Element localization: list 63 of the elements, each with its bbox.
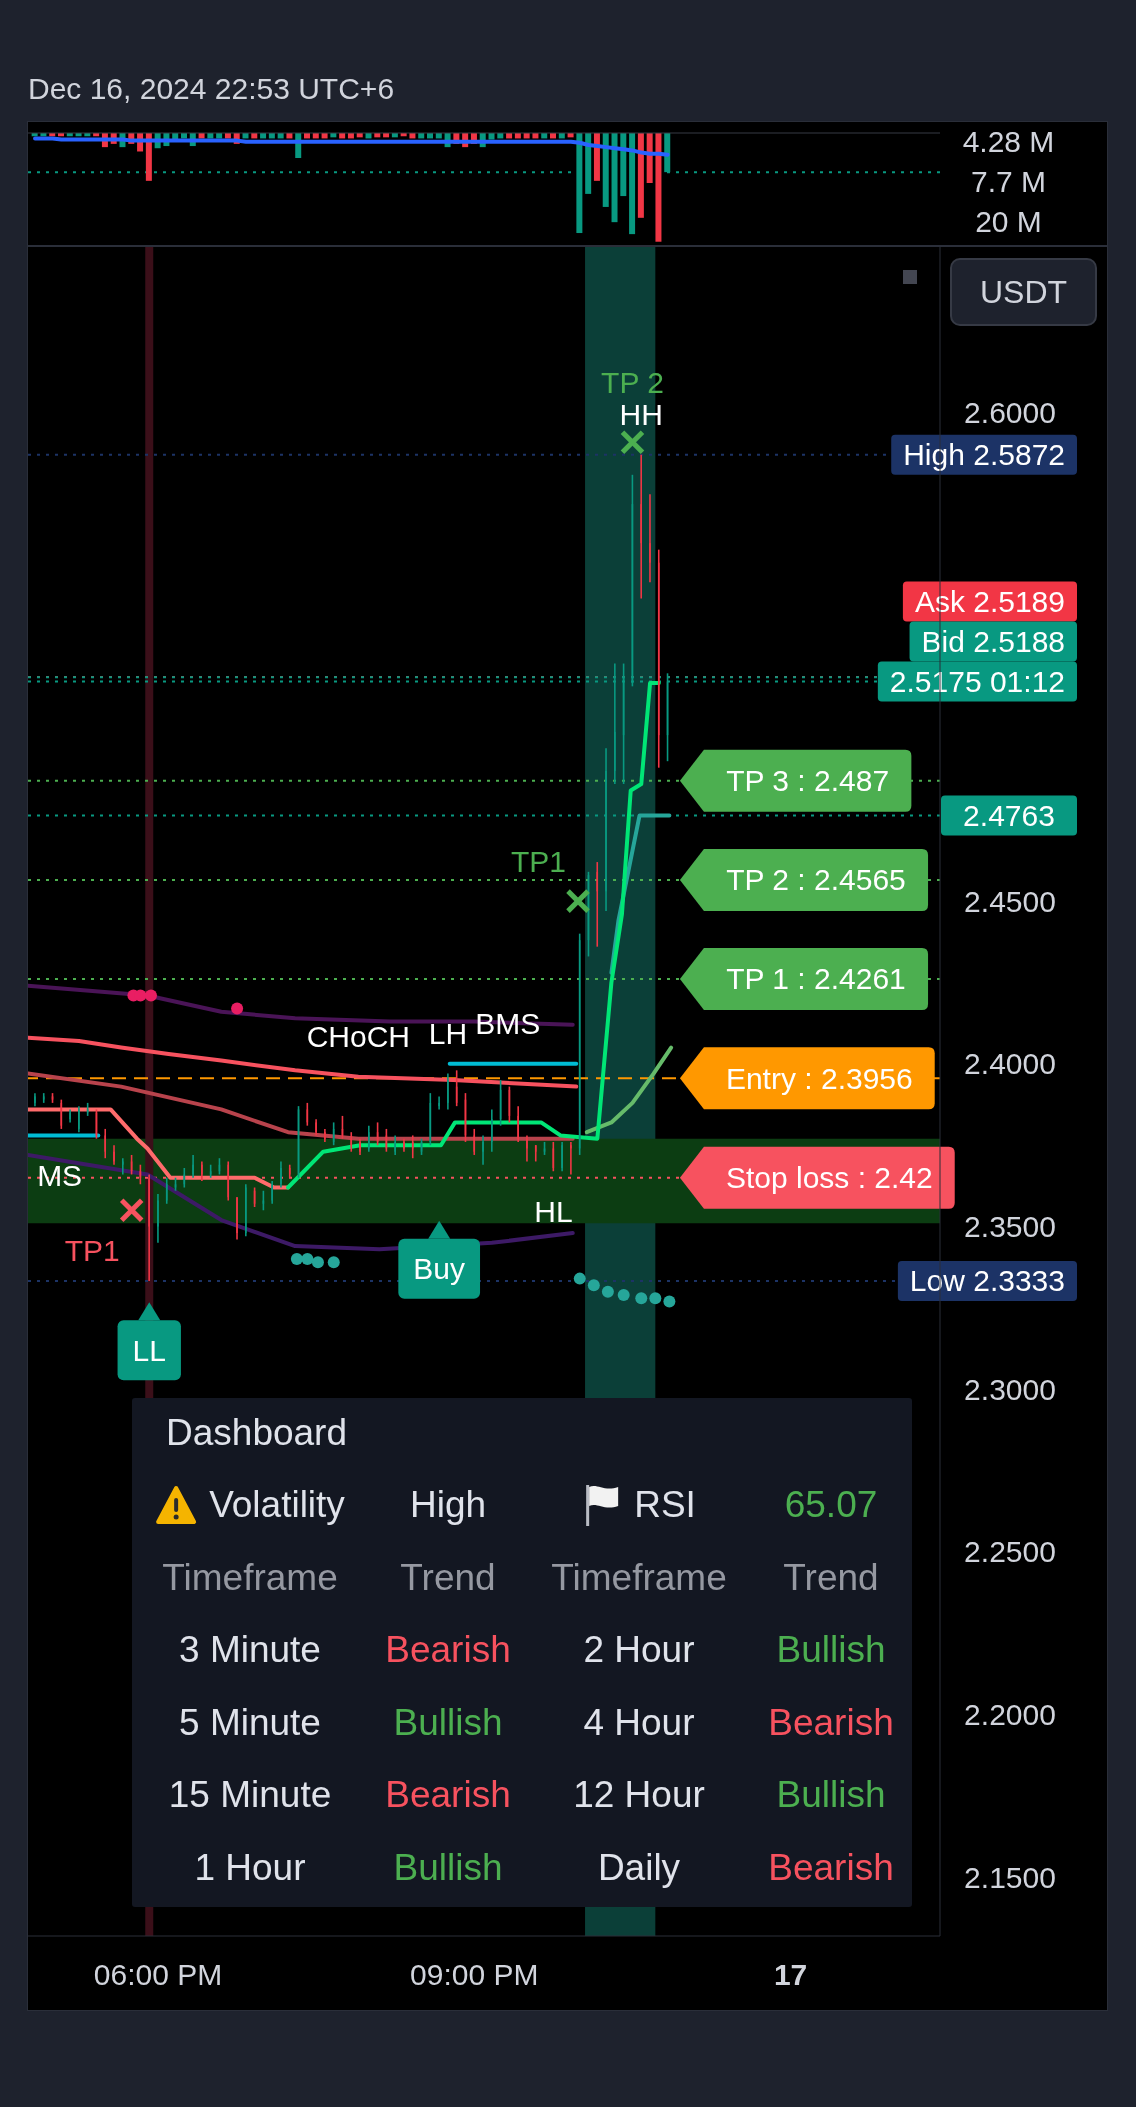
x-tick-label: 09:00 PM xyxy=(410,1957,539,1991)
annotation: Bearish xyxy=(385,1773,511,1817)
annotation: 12 Hour xyxy=(573,1773,705,1817)
annotation: 2 Hour xyxy=(583,1628,695,1672)
annotation: 65.07 xyxy=(784,1483,878,1527)
y-tick-label: 2.6000 xyxy=(964,396,1056,430)
text: Dashboard xyxy=(166,1412,348,1454)
annotation: Bearish xyxy=(385,1628,511,1672)
annotation: Trend xyxy=(400,1555,496,1600)
text: 4.28 M xyxy=(961,125,1056,159)
text: 7.7 M xyxy=(970,165,1047,199)
ref-line-label: 2.4763 xyxy=(963,799,1055,833)
annotation: 5 Minute xyxy=(179,1700,321,1745)
annotation: Bullish xyxy=(393,1700,503,1745)
annotation: Bullish xyxy=(393,1845,503,1890)
y-tick-label: 2.1500 xyxy=(964,1860,1056,1894)
series-label: LL xyxy=(132,1333,166,1367)
chart-title: Dec 16, 2024 22:53 UTC+6 xyxy=(28,72,395,106)
text: 20 M xyxy=(974,205,1043,239)
annotation: Bearish xyxy=(768,1700,894,1745)
ref-line-label: High 2.5872 xyxy=(903,438,1065,472)
annotation: TP 2 xyxy=(601,365,664,399)
annotation: Entry : 2.3956 xyxy=(725,1061,913,1095)
annotation: Bullish xyxy=(776,1773,886,1817)
annotation: HH xyxy=(619,398,663,432)
y-tick-label: 2.4000 xyxy=(964,1047,1056,1081)
annotation: High xyxy=(409,1483,487,1527)
series-label: Buy xyxy=(413,1252,466,1286)
ref-line-label: 2.5175 01:12 xyxy=(889,664,1065,698)
annotation: Daily xyxy=(597,1845,681,1890)
y-tick-label: 2.4500 xyxy=(964,884,1056,918)
annotation: RSI xyxy=(634,1483,696,1527)
annotation: Trend xyxy=(783,1555,879,1600)
annotation: TP 3 : 2.487 xyxy=(726,764,890,798)
annotation: Volatility xyxy=(209,1483,345,1527)
annotation: Timeframe xyxy=(551,1555,727,1600)
annotation: 15 Minute xyxy=(168,1773,332,1817)
y-tick-label: 2.2500 xyxy=(964,1535,1056,1569)
annotation: TP 1 : 2.4261 xyxy=(726,962,906,996)
ref-line-label: Ask 2.5189 xyxy=(914,584,1065,618)
annotation: Bearish xyxy=(768,1845,894,1890)
ref-line-label: Bid 2.5188 xyxy=(921,624,1065,658)
annotation: TP 2 : 2.4565 xyxy=(726,863,906,897)
y-tick-label: 2.2000 xyxy=(964,1698,1056,1732)
ref-line-label: Low 2.3333 xyxy=(909,1264,1066,1298)
annotation: MS xyxy=(37,1158,83,1192)
y-tick-label: 2.3500 xyxy=(964,1210,1056,1244)
annotation: TP1 xyxy=(510,844,567,878)
y-tick-label: 2.3000 xyxy=(964,1372,1056,1406)
annotation: HL xyxy=(534,1194,573,1228)
annotation: CHoCH xyxy=(306,1020,411,1054)
annotation: Stop loss : 2.42 xyxy=(725,1161,933,1195)
x-tick-label: 06:00 PM xyxy=(93,1957,223,1991)
annotation: TP1 xyxy=(64,1233,120,1267)
annotation: BMS xyxy=(475,1007,541,1041)
y-axis-title: USDT xyxy=(950,258,1097,326)
annotation: LH xyxy=(428,1017,468,1051)
annotation: Bullish xyxy=(776,1628,886,1672)
annotation: 1 Hour xyxy=(194,1845,306,1890)
annotation: Timeframe xyxy=(162,1555,338,1600)
x-tick-label: 17 xyxy=(773,1957,808,1991)
annotation: 4 Hour xyxy=(583,1700,695,1745)
annotation: 3 Minute xyxy=(179,1628,321,1672)
